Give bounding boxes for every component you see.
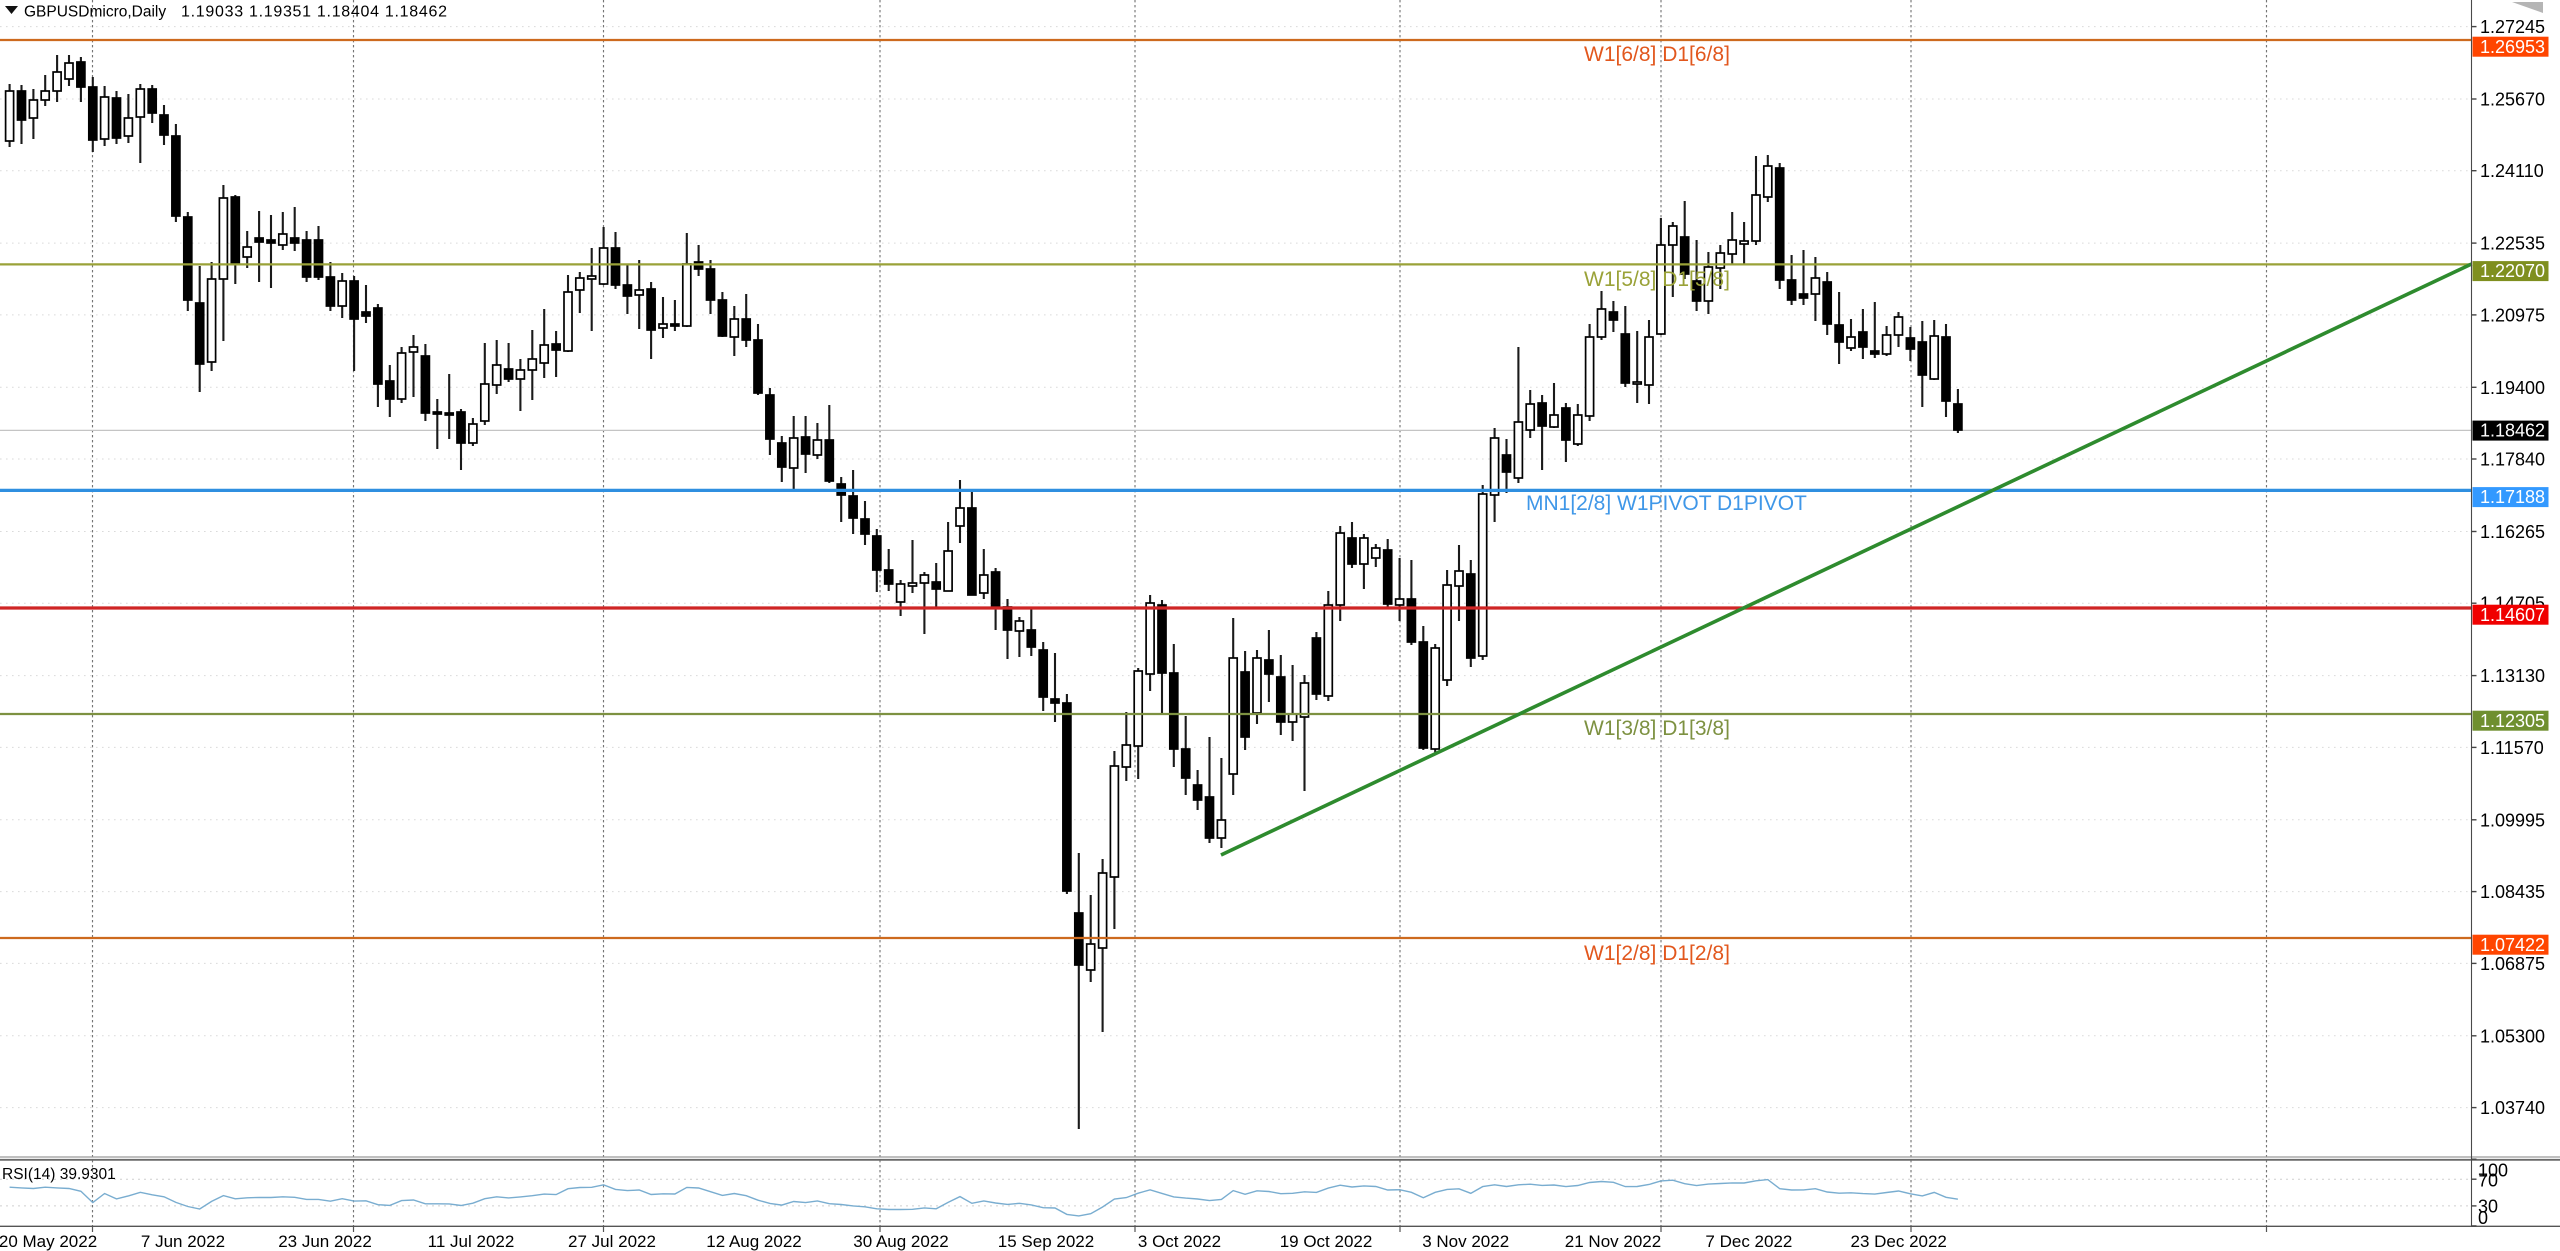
svg-text:1.08435: 1.08435: [2480, 882, 2545, 902]
svg-text:GBPUSDmicro,Daily: GBPUSDmicro,Daily: [24, 4, 166, 21]
svg-text:1.13130: 1.13130: [2480, 666, 2545, 686]
svg-text:70: 70: [2478, 1171, 2498, 1191]
svg-text:7 Jun 2022: 7 Jun 2022: [141, 1232, 225, 1251]
svg-text:1.09995: 1.09995: [2480, 810, 2545, 830]
svg-text:1.17840: 1.17840: [2480, 450, 2545, 470]
svg-text:7 Dec 2022: 7 Dec 2022: [1705, 1232, 1792, 1251]
svg-text:1.25670: 1.25670: [2480, 90, 2545, 110]
svg-text:1.20975: 1.20975: [2480, 305, 2545, 325]
svg-text:11 Jul 2022: 11 Jul 2022: [428, 1232, 515, 1251]
svg-text:1.05300: 1.05300: [2480, 1026, 2545, 1046]
svg-text:W1[5/8] D1[5/8]: W1[5/8] D1[5/8]: [1584, 268, 1730, 291]
svg-text:RSI(14) 39.9301: RSI(14) 39.9301: [2, 1166, 116, 1183]
svg-text:3 Oct 2022: 3 Oct 2022: [1138, 1232, 1221, 1251]
svg-text:W1[3/8] D1[3/8]: W1[3/8] D1[3/8]: [1584, 717, 1730, 740]
svg-text:1.26953: 1.26953: [2480, 37, 2545, 57]
svg-text:1.19033 1.19351 1.18404 1.1846: 1.19033 1.19351 1.18404 1.18462: [181, 4, 447, 21]
svg-text:27 Jul 2022: 27 Jul 2022: [568, 1232, 656, 1251]
svg-text:1.14607: 1.14607: [2480, 605, 2545, 625]
svg-text:19 Oct 2022: 19 Oct 2022: [1280, 1232, 1373, 1251]
svg-text:1.22070: 1.22070: [2480, 261, 2545, 281]
svg-text:1.27245: 1.27245: [2480, 17, 2545, 37]
svg-text:1.22535: 1.22535: [2480, 234, 2545, 254]
svg-text:20 May 2022: 20 May 2022: [0, 1232, 97, 1251]
svg-text:3 Nov 2022: 3 Nov 2022: [1422, 1232, 1509, 1251]
svg-text:12 Aug 2022: 12 Aug 2022: [706, 1232, 801, 1251]
svg-text:W1[6/8] D1[6/8]: W1[6/8] D1[6/8]: [1584, 43, 1730, 66]
svg-text:23 Dec 2022: 23 Dec 2022: [1850, 1232, 1946, 1251]
svg-text:30 Aug 2022: 30 Aug 2022: [853, 1232, 948, 1251]
svg-text:1.11570: 1.11570: [2480, 738, 2544, 758]
svg-text:1.12305: 1.12305: [2480, 711, 2545, 731]
svg-text:21 Nov 2022: 21 Nov 2022: [1565, 1232, 1661, 1251]
svg-text:1.06875: 1.06875: [2480, 954, 2545, 974]
svg-text:1.17188: 1.17188: [2480, 487, 2545, 507]
svg-text:30: 30: [2478, 1197, 2498, 1217]
svg-text:1.24110: 1.24110: [2480, 161, 2544, 181]
svg-text:1.19400: 1.19400: [2480, 378, 2545, 398]
svg-text:100: 100: [2478, 1161, 2508, 1181]
svg-text:1.03740: 1.03740: [2480, 1098, 2545, 1118]
svg-text:0: 0: [2478, 1208, 2488, 1228]
svg-text:15 Sep 2022: 15 Sep 2022: [998, 1232, 1094, 1251]
svg-text:MN1[2/8] W1PIVOT D1PIVOT: MN1[2/8] W1PIVOT D1PIVOT: [1526, 492, 1807, 515]
svg-text:1.16265: 1.16265: [2480, 522, 2545, 542]
svg-text:1.07422: 1.07422: [2480, 935, 2545, 955]
svg-text:23 Jun 2022: 23 Jun 2022: [278, 1232, 372, 1251]
svg-text:W1[2/8] D1[2/8]: W1[2/8] D1[2/8]: [1584, 942, 1730, 965]
svg-text:1.18462: 1.18462: [2480, 421, 2545, 441]
